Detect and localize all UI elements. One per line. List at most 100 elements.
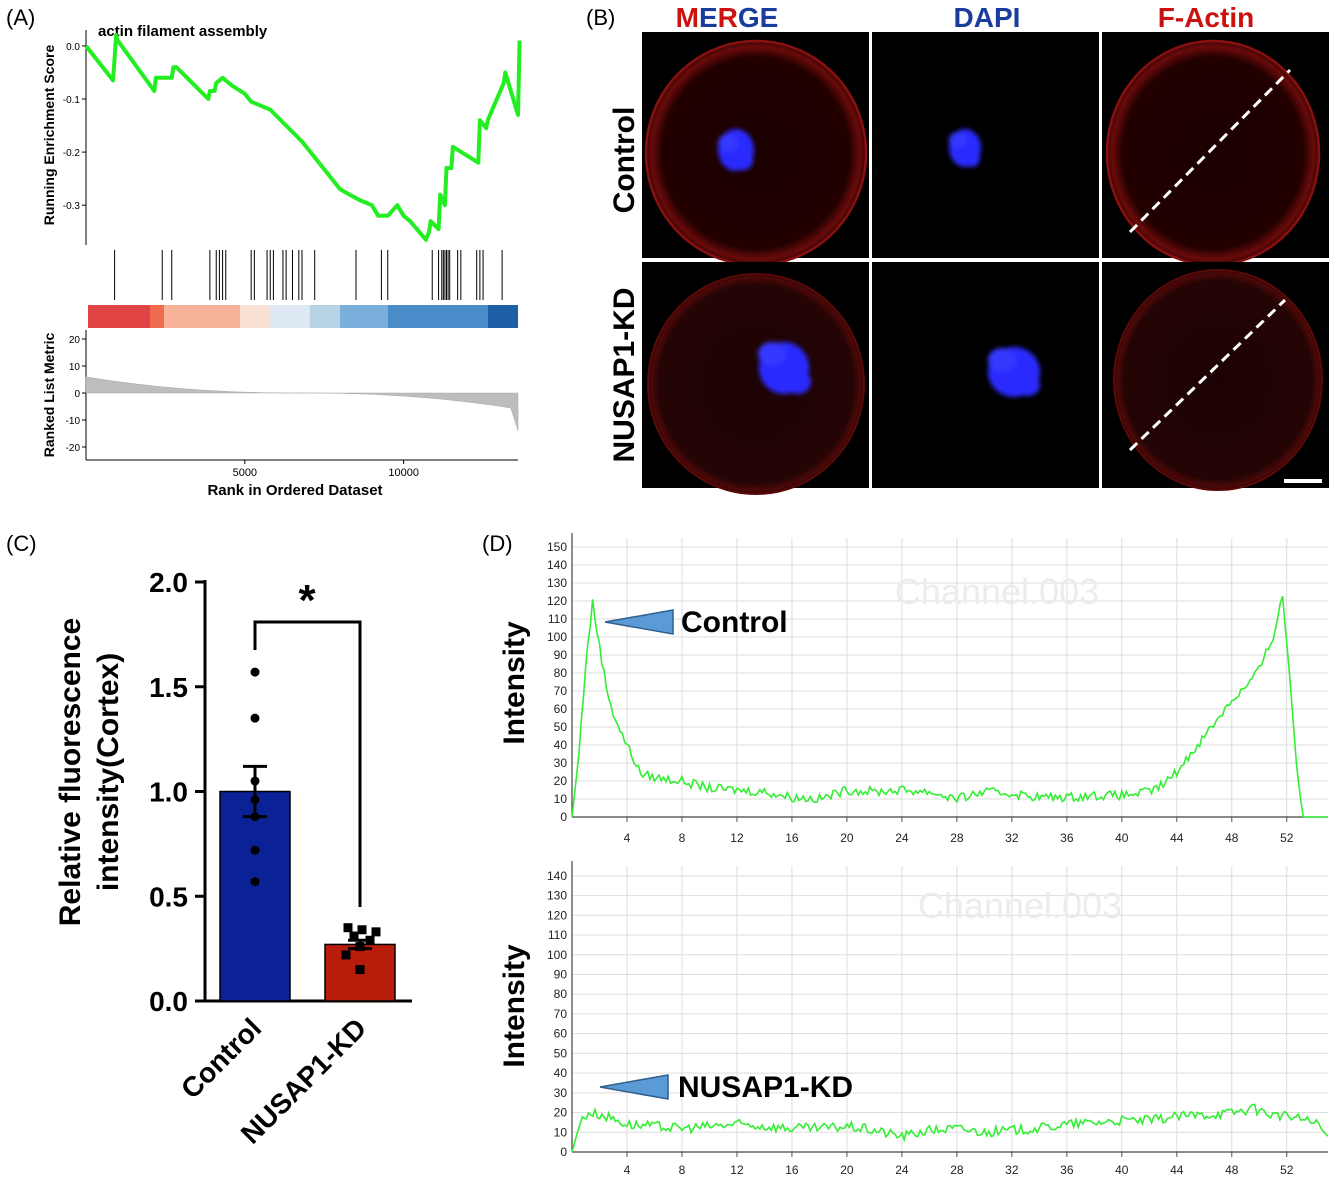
x-tick-label: 24	[895, 831, 909, 845]
y-tick-label: 130	[547, 576, 567, 590]
y-tick-label: 110	[548, 928, 567, 942]
image-control-factin	[1102, 32, 1329, 267]
bar-y-tick-label: 0.5	[149, 881, 188, 912]
x-tick-label: 32	[1005, 831, 1019, 845]
annotation-label: Control	[681, 606, 788, 639]
rank-color-bar	[88, 305, 518, 328]
panel-label-a: (A)	[6, 5, 36, 30]
x-tick-label: 44	[1170, 831, 1184, 845]
metric-y-tick-label: -20	[66, 443, 81, 454]
x-tick-label: 20	[840, 1163, 854, 1177]
data-point-control	[250, 795, 260, 805]
panel-label-d: (D)	[482, 531, 513, 556]
row-label-nusap1: NUSAP1-KD	[608, 287, 641, 462]
x-tick-label: 36	[1060, 1163, 1074, 1177]
bar-y-tick-label: 1.5	[149, 672, 188, 703]
x-tick-label: 4	[624, 1163, 631, 1177]
intensity-profile-line	[571, 1103, 1329, 1153]
y-tick-label: 150	[547, 540, 567, 554]
metric-y-tick-label: 10	[69, 362, 81, 373]
row-label-control: Control	[608, 107, 641, 214]
x-tick-label: 28	[950, 1163, 964, 1177]
y-tick-label: 140	[547, 869, 567, 883]
data-point-nusap1-kd	[355, 942, 365, 952]
image-control-merge	[642, 32, 869, 267]
gsea-y-tick-label: 0.0	[66, 42, 80, 53]
image-nusap1-factin	[1102, 262, 1329, 491]
y-tick-label: 40	[554, 1066, 568, 1080]
y-tick-label: 70	[554, 684, 568, 698]
data-point-nusap1-kd	[365, 935, 375, 945]
bar-ylabel-line2: intensity(Cortex)	[92, 653, 125, 891]
x-tick-label: 12	[730, 831, 744, 845]
y-tick-label: 120	[547, 594, 567, 608]
x-tick-label: 36	[1060, 831, 1074, 845]
y-tick-label: 10	[554, 792, 568, 806]
gsea-title: actin filament assembly	[98, 23, 268, 40]
intensity-profile-line	[571, 596, 1328, 818]
x-tick-label: 48	[1225, 831, 1239, 845]
y-tick-label: 50	[554, 720, 568, 734]
y-tick-label: 130	[547, 889, 567, 903]
bar-y-tick-label: 0.0	[149, 986, 188, 1017]
x-tick-label: 40	[1115, 831, 1129, 845]
y-tick-label: 40	[554, 738, 568, 752]
y-tick-label: 30	[554, 1086, 568, 1100]
gsea-y-tick-label: -0.2	[63, 148, 81, 159]
watermark-text: Channel.003	[895, 571, 1099, 612]
data-point-nusap1-kd	[343, 923, 353, 933]
gsea-y-tick-label: -0.1	[63, 95, 81, 106]
enrichment-score-line	[84, 33, 522, 242]
profile-ylabel: Intensity	[498, 944, 531, 1068]
bar-ylabel-line1: Relative fluorescence	[54, 618, 87, 926]
data-point-nusap1-kd	[349, 931, 359, 941]
y-tick-label: 70	[554, 1007, 568, 1021]
microscopy-panel: MERGE DAPI F-Actin Control NUSAP1-KD	[608, 2, 1329, 495]
data-point-nusap1-kd	[341, 950, 351, 960]
image-nusap1-merge	[642, 262, 869, 495]
data-point-nusap1-kd	[357, 925, 367, 935]
annotation-arrow	[599, 1074, 669, 1100]
annotation-label: NUSAP1-KD	[678, 1071, 853, 1104]
bar-y-tick-label: 1.0	[149, 777, 188, 808]
gsea-ylabel: Running Enrichment Score	[41, 45, 57, 226]
panel-label-c: (C)	[6, 531, 37, 556]
y-tick-label: 140	[547, 558, 567, 572]
y-tick-label: 100	[547, 948, 567, 962]
x-tick-label: 44	[1170, 1163, 1184, 1177]
data-point-control	[250, 877, 260, 887]
x-tick-label: 52	[1280, 1163, 1294, 1177]
x-tick-label: 8	[679, 831, 686, 845]
metric-y-tick-label: 0	[74, 389, 80, 400]
profile-ylabel: Intensity	[498, 621, 531, 745]
y-tick-label: 60	[554, 1027, 568, 1041]
col-header-factin: F-Actin	[1158, 2, 1254, 33]
y-tick-label: 100	[547, 630, 567, 644]
image-control-dapi	[872, 32, 1099, 258]
gsea-y-tick-label: -0.3	[63, 201, 81, 212]
x-tick-label: 28	[950, 831, 964, 845]
ranked-metric-area	[85, 376, 519, 431]
data-point-control	[250, 713, 260, 723]
bar-control	[219, 790, 291, 1002]
y-tick-label: 80	[554, 987, 568, 1001]
x-tick-label: 16	[785, 831, 799, 845]
image-nusap1-dapi	[872, 262, 1099, 488]
data-point-nusap1-kd	[355, 965, 365, 975]
x-tick-label: 40	[1115, 1163, 1129, 1177]
y-tick-label: 80	[554, 666, 568, 680]
watermark-text: Channel.003	[918, 885, 1122, 926]
x-tick-label: 32	[1005, 1163, 1019, 1177]
x-tick-label: 12	[730, 1163, 744, 1177]
y-tick-label: 20	[554, 774, 568, 788]
y-tick-label: 30	[554, 756, 568, 770]
y-tick-label: 120	[547, 908, 567, 922]
y-tick-label: 50	[554, 1046, 568, 1060]
profile-line-nusap1	[1128, 298, 1287, 452]
y-tick-label: 60	[554, 702, 568, 716]
bar-x-label: Control	[175, 1012, 267, 1104]
gsea-xlabel: Rank in Ordered Dataset	[207, 482, 382, 499]
metric-y-tick-label: -10	[66, 416, 81, 427]
intensity-profile-panel: 4 8 12 16 20 24 28 32 36 40 44 48 520102030405060708…	[498, 533, 1329, 1177]
